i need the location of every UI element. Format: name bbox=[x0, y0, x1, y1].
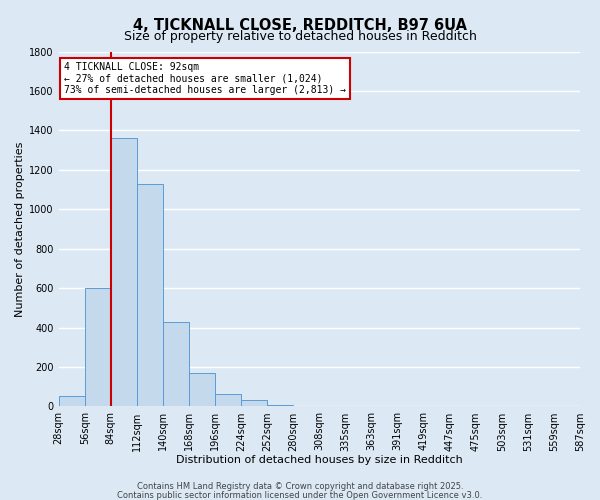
Bar bbox=[215, 394, 241, 406]
Bar bbox=[163, 322, 189, 406]
Bar bbox=[189, 373, 215, 406]
Bar bbox=[267, 404, 293, 406]
Bar bbox=[85, 288, 111, 406]
Text: 4 TICKNALL CLOSE: 92sqm
← 27% of detached houses are smaller (1,024)
73% of semi: 4 TICKNALL CLOSE: 92sqm ← 27% of detache… bbox=[64, 62, 346, 96]
Bar bbox=[111, 138, 137, 406]
Y-axis label: Number of detached properties: Number of detached properties bbox=[15, 142, 25, 316]
Bar bbox=[59, 396, 85, 406]
Text: Size of property relative to detached houses in Redditch: Size of property relative to detached ho… bbox=[124, 30, 476, 43]
Text: Contains HM Land Registry data © Crown copyright and database right 2025.: Contains HM Land Registry data © Crown c… bbox=[137, 482, 463, 491]
X-axis label: Distribution of detached houses by size in Redditch: Distribution of detached houses by size … bbox=[176, 455, 463, 465]
Text: Contains public sector information licensed under the Open Government Licence v3: Contains public sector information licen… bbox=[118, 490, 482, 500]
Bar bbox=[241, 400, 267, 406]
Bar bbox=[137, 184, 163, 406]
Text: 4, TICKNALL CLOSE, REDDITCH, B97 6UA: 4, TICKNALL CLOSE, REDDITCH, B97 6UA bbox=[133, 18, 467, 32]
